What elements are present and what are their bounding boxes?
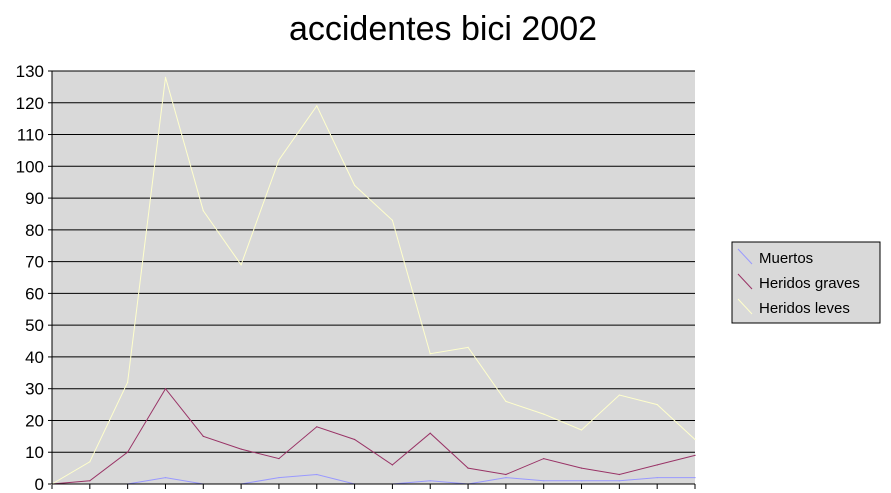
data-point xyxy=(353,184,356,186)
y-tick-label: 120 xyxy=(16,94,44,113)
data-point xyxy=(543,480,545,482)
y-tick-label: 130 xyxy=(16,62,44,81)
data-point xyxy=(543,413,545,415)
y-tick-label: 110 xyxy=(17,126,44,145)
legend: Muertos Heridos graves Heridos leves xyxy=(731,241,881,324)
data-point xyxy=(618,480,620,482)
data-point xyxy=(429,480,431,482)
data-point xyxy=(89,480,91,482)
y-tick-label: 30 xyxy=(25,380,44,399)
y-tick-label: 0 xyxy=(35,475,44,493)
data-point xyxy=(391,464,394,466)
data-point xyxy=(429,432,431,434)
y-tick-label: 20 xyxy=(25,411,44,430)
legend-label: Muertos xyxy=(759,250,813,267)
data-point xyxy=(278,477,280,479)
data-point xyxy=(618,473,620,476)
legend-box xyxy=(731,241,881,324)
data-point xyxy=(580,480,583,482)
data-point xyxy=(656,464,658,466)
data-point xyxy=(164,477,167,479)
chart-title: accidentes bici 2002 xyxy=(289,10,597,48)
data-point xyxy=(580,467,583,469)
y-tick-label: 90 xyxy=(25,189,44,208)
y-tick-label: 40 xyxy=(25,348,44,367)
data-point xyxy=(89,461,91,463)
data-point xyxy=(467,346,469,348)
data-point xyxy=(202,435,204,437)
data-point xyxy=(429,353,431,355)
y-tick-label: 60 xyxy=(25,284,44,303)
legend-swatch xyxy=(737,298,753,315)
data-point xyxy=(316,473,318,476)
data-point xyxy=(580,429,583,431)
y-tick-label: 10 xyxy=(25,443,44,462)
data-point xyxy=(278,159,280,161)
data-point xyxy=(202,210,204,212)
data-point xyxy=(694,454,696,457)
series-line xyxy=(51,387,696,485)
data-point xyxy=(391,219,394,221)
data-point xyxy=(656,403,658,406)
data-point xyxy=(656,477,658,479)
series-1 xyxy=(51,387,696,485)
data-point xyxy=(164,388,167,390)
data-point xyxy=(278,457,280,460)
data-point xyxy=(694,477,696,479)
data-point xyxy=(353,438,356,441)
data-point xyxy=(127,381,129,383)
series-2 xyxy=(51,76,696,485)
y-tick-label: 70 xyxy=(25,253,44,272)
y-tick-label: 50 xyxy=(25,316,44,335)
legend-label: Heridos leves xyxy=(759,300,850,317)
data-point xyxy=(505,400,507,402)
plot-area xyxy=(52,71,695,484)
legend-label: Heridos graves xyxy=(759,275,860,292)
data-point xyxy=(164,76,167,78)
legend-swatch xyxy=(737,248,753,265)
data-point xyxy=(618,394,620,396)
series-line xyxy=(51,77,696,485)
y-axis-ticks: 0 10 20 30 40 50 60 70 80 90 100 110 120 130 xyxy=(16,62,52,493)
data-point xyxy=(316,426,318,428)
data-point xyxy=(694,438,696,441)
data-point xyxy=(127,451,129,453)
data-point xyxy=(505,473,507,476)
grid-lines xyxy=(52,70,695,453)
data-point xyxy=(467,467,469,469)
x-axis-ticks xyxy=(51,484,696,489)
data-point xyxy=(240,448,242,450)
legend-swatch xyxy=(737,273,753,290)
data-point xyxy=(240,264,242,266)
y-tick-label: 80 xyxy=(25,221,44,240)
data-point xyxy=(316,105,318,107)
y-tick-label: 100 xyxy=(16,157,44,176)
data-point xyxy=(505,477,507,479)
data-point xyxy=(543,457,545,460)
